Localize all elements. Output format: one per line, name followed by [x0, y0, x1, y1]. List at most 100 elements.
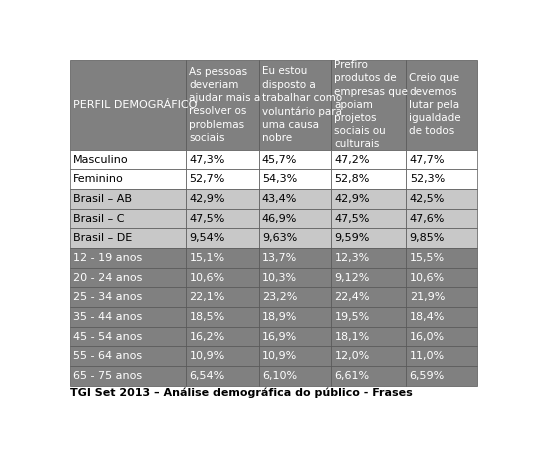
Text: 22,4%: 22,4%	[334, 292, 370, 302]
Text: 52,3%: 52,3%	[410, 174, 445, 184]
Text: 15,5%: 15,5%	[410, 253, 445, 263]
Text: 47,2%: 47,2%	[334, 155, 370, 165]
Text: 15,1%: 15,1%	[190, 253, 225, 263]
Bar	[258, 169, 331, 189]
Bar	[70, 169, 186, 189]
Bar	[186, 346, 258, 366]
Text: 12,0%: 12,0%	[334, 351, 370, 361]
Text: 54,3%: 54,3%	[262, 174, 297, 184]
Text: 9,59%: 9,59%	[334, 233, 370, 243]
Bar	[406, 150, 477, 169]
Text: Eu estou
disposto a
trabalhar como
voluntário para
uma causa
nobre: Eu estou disposto a trabalhar como volun…	[262, 66, 342, 143]
Text: Brasil – AB: Brasil – AB	[73, 194, 132, 204]
Text: TGI Set 2013 – Análise demográfica do público - Frases: TGI Set 2013 – Análise demográfica do pú…	[70, 388, 413, 398]
Bar	[70, 346, 186, 366]
Bar	[70, 60, 186, 150]
Text: 9,85%: 9,85%	[410, 233, 445, 243]
Bar	[70, 268, 186, 288]
Text: 47,3%: 47,3%	[190, 155, 225, 165]
Text: 45 - 54 anos: 45 - 54 anos	[73, 332, 143, 342]
Bar	[258, 327, 331, 346]
Bar	[331, 189, 406, 209]
Text: 6,59%: 6,59%	[410, 371, 445, 381]
Bar	[406, 209, 477, 228]
Bar	[186, 307, 258, 327]
Bar	[258, 150, 331, 169]
Bar	[331, 268, 406, 288]
Text: 47,5%: 47,5%	[190, 213, 225, 223]
Bar	[258, 189, 331, 209]
Bar	[186, 366, 258, 386]
Text: 65 - 75 anos: 65 - 75 anos	[73, 371, 143, 381]
Text: 18,5%: 18,5%	[190, 312, 225, 322]
Bar	[186, 150, 258, 169]
Text: 23,2%: 23,2%	[262, 292, 297, 302]
Bar	[186, 60, 258, 150]
Text: Brasil – DE: Brasil – DE	[73, 233, 132, 243]
Text: 47,5%: 47,5%	[334, 213, 370, 223]
Text: 16,0%: 16,0%	[410, 332, 445, 342]
Bar	[258, 288, 331, 307]
Text: 12 - 19 anos: 12 - 19 anos	[73, 253, 143, 263]
Text: 52,8%: 52,8%	[334, 174, 370, 184]
Text: 10,3%: 10,3%	[262, 273, 297, 283]
Bar	[258, 366, 331, 386]
Bar	[258, 209, 331, 228]
Bar	[406, 366, 477, 386]
Bar	[406, 327, 477, 346]
Text: 55 - 64 anos: 55 - 64 anos	[73, 351, 143, 361]
Bar	[186, 228, 258, 248]
Bar	[258, 60, 331, 150]
Text: 16,2%: 16,2%	[190, 332, 225, 342]
Bar	[331, 366, 406, 386]
Bar	[70, 327, 186, 346]
Text: 9,63%: 9,63%	[262, 233, 297, 243]
Bar	[70, 150, 186, 169]
Text: 9,12%: 9,12%	[334, 273, 370, 283]
Text: 42,9%: 42,9%	[334, 194, 370, 204]
Bar	[406, 60, 477, 150]
Text: Creio que
devemos
lutar pela
igualdade
de todos: Creio que devemos lutar pela igualdade d…	[410, 73, 461, 136]
Text: 47,6%: 47,6%	[410, 213, 445, 223]
Text: 6,54%: 6,54%	[190, 371, 225, 381]
Text: As pessoas
deveriam
ajudar mais a
resolver os
problemas
sociais: As pessoas deveriam ajudar mais a resolv…	[189, 67, 260, 143]
Bar	[331, 307, 406, 327]
Bar	[258, 228, 331, 248]
Text: 18,9%: 18,9%	[262, 312, 297, 322]
Bar	[406, 228, 477, 248]
Text: 10,9%: 10,9%	[190, 351, 225, 361]
Bar	[331, 248, 406, 268]
Bar	[406, 189, 477, 209]
Text: 10,9%: 10,9%	[262, 351, 297, 361]
Text: 20 - 24 anos: 20 - 24 anos	[73, 273, 143, 283]
Text: 19,5%: 19,5%	[334, 312, 370, 322]
Bar	[258, 268, 331, 288]
Bar	[331, 346, 406, 366]
Bar	[331, 228, 406, 248]
Bar	[70, 209, 186, 228]
Bar	[70, 189, 186, 209]
Bar	[186, 268, 258, 288]
Text: Brasil – C: Brasil – C	[73, 213, 125, 223]
Bar	[331, 60, 406, 150]
Text: 22,1%: 22,1%	[190, 292, 225, 302]
Text: 12,3%: 12,3%	[334, 253, 370, 263]
Bar	[186, 327, 258, 346]
Text: 6,10%: 6,10%	[262, 371, 297, 381]
Bar	[70, 288, 186, 307]
Bar	[406, 288, 477, 307]
Text: 10,6%: 10,6%	[190, 273, 225, 283]
Bar	[186, 288, 258, 307]
Text: 11,0%: 11,0%	[410, 351, 445, 361]
Bar	[186, 169, 258, 189]
Text: 10,6%: 10,6%	[410, 273, 445, 283]
Text: 43,4%: 43,4%	[262, 194, 297, 204]
Text: Masculino: Masculino	[73, 155, 129, 165]
Text: 47,7%: 47,7%	[410, 155, 445, 165]
Bar	[258, 346, 331, 366]
Text: 42,9%: 42,9%	[190, 194, 225, 204]
Text: 16,9%: 16,9%	[262, 332, 297, 342]
Bar	[406, 248, 477, 268]
Text: 18,4%: 18,4%	[410, 312, 445, 322]
Bar	[186, 209, 258, 228]
